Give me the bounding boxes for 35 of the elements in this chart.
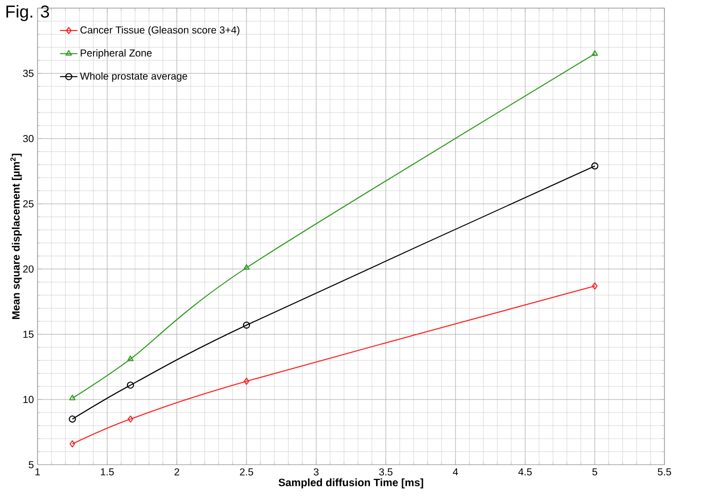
x-tick-label: 4 xyxy=(452,468,458,476)
legend-label: Cancer Tissue (Gleason score 3+4) xyxy=(80,26,240,36)
point xyxy=(242,321,250,329)
y-tick-label: 25 xyxy=(23,200,34,208)
y-tick-label: 10 xyxy=(23,396,34,403)
legend-label: Peripheral Zone xyxy=(80,49,152,58)
x-tick-label: 4.5 xyxy=(518,468,532,476)
point xyxy=(127,355,134,361)
y-tick-label: 20 xyxy=(23,265,34,273)
x-tick-label: 5 xyxy=(592,468,598,476)
x-tick-label: 2 xyxy=(174,468,180,476)
point xyxy=(69,394,76,400)
y-tick-label: 35 xyxy=(23,70,34,77)
y-tick-label: 5 xyxy=(28,461,34,468)
x-tick-label: 3 xyxy=(314,468,319,476)
y-axis-title: Mean square displacement [µm$^{2}$] xyxy=(10,154,22,319)
point xyxy=(243,264,250,270)
y-tick-label: 15 xyxy=(23,330,34,338)
point xyxy=(592,50,598,56)
legend-label: Whole prostate average xyxy=(80,72,188,82)
point xyxy=(244,378,250,385)
x-tick-label: 1.5 xyxy=(100,468,114,476)
point xyxy=(591,162,598,170)
point xyxy=(592,282,598,290)
point xyxy=(128,415,134,423)
point xyxy=(68,415,76,423)
x-axis-title: Sampled diffusion Time [ms] xyxy=(278,478,424,488)
x-tick-label: 5.5 xyxy=(658,468,672,476)
y-tick-label: 30 xyxy=(23,134,34,142)
point xyxy=(126,381,134,389)
x-tick-label: 2.5 xyxy=(240,468,254,476)
x-tick-label: 3.5 xyxy=(379,468,392,476)
point xyxy=(70,440,76,448)
x-tick-label: 1 xyxy=(35,468,40,476)
chart-title: Fig. 3 xyxy=(6,4,49,21)
